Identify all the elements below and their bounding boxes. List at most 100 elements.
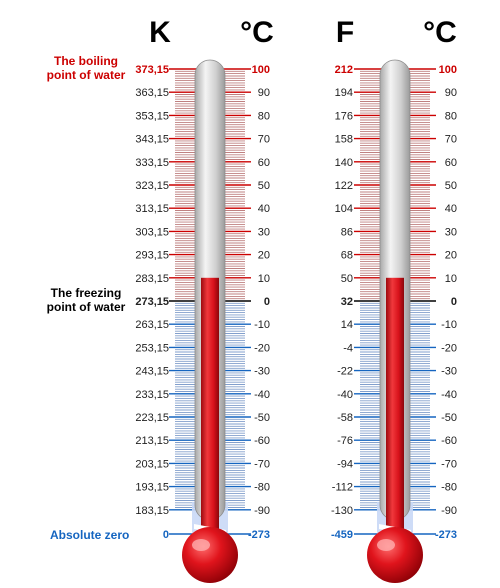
kelvin-absolute-zero-label: 0 (163, 529, 169, 541)
kelvin-tick-label: 183,15 (135, 505, 169, 517)
kelvin-tick-label: 293,15 (135, 250, 169, 262)
celsius-tick-label-right: -80 (441, 482, 457, 494)
celsius-tick-label-right: 40 (445, 203, 457, 215)
kelvin-tick-label: 333,15 (135, 157, 169, 169)
fahrenheit-tick-label: -4 (343, 342, 353, 354)
boiling-point-note: The boiling point of water (46, 54, 126, 82)
fahrenheit-tick-label: 158 (335, 134, 353, 146)
fahrenheit-header: F (336, 16, 354, 49)
thermometer-bulb (182, 527, 238, 583)
kelvin-tick-label: 363,15 (135, 87, 169, 99)
celsius-tick-label-left: -30 (254, 366, 270, 378)
celsius-header-left: °C (240, 16, 274, 49)
celsius-tick-label-left: -10 (254, 319, 270, 331)
fahrenheit-tick-label: 86 (341, 226, 353, 238)
celsius-tick-label-right: 30 (445, 226, 457, 238)
celsius-tick-label-right: 80 (445, 110, 457, 122)
fahrenheit-tick-label: -112 (332, 482, 353, 494)
celsius-tick-label-left: 70 (258, 134, 270, 146)
celsius-tick-label-right: 10 (445, 273, 457, 285)
bulb-highlight (192, 539, 210, 551)
kelvin-tick-label: 273,15 (135, 296, 169, 308)
freezing-point-note: The freezing point of water (46, 286, 126, 314)
celsius-tick-label-right: 100 (439, 64, 457, 76)
mercury-column (201, 277, 219, 554)
celsius-tick-label-left: 20 (258, 250, 270, 262)
fahrenheit-tick-label: 32 (341, 296, 353, 308)
celsius-tick-label-right: -10 (441, 319, 457, 331)
celsius-tick-label-right: 60 (445, 157, 457, 169)
kelvin-tick-label: 243,15 (135, 366, 169, 378)
absolute-zero-note: Absolute zero (50, 528, 130, 542)
fahrenheit-tick-label: -130 (331, 505, 353, 517)
celsius-tick-label-right: -40 (441, 389, 457, 401)
celsius-absolute-zero-label-right: -273 (435, 529, 457, 541)
celsius-tick-label-left: -70 (254, 458, 270, 470)
celsius-absolute-zero-label-left: -273 (248, 529, 270, 541)
celsius-tick-label-right: 0 (451, 296, 457, 308)
celsius-tick-label-right: 70 (445, 134, 457, 146)
kelvin-tick-label: 213,15 (135, 435, 169, 447)
kelvin-tick-label: 263,15 (135, 319, 169, 331)
kelvin-tick-label: 353,15 (135, 110, 169, 122)
kelvin-tick-label: 253,15 (135, 342, 169, 354)
kelvin-tick-label: 343,15 (135, 134, 169, 146)
kelvin-tick-label: 323,15 (135, 180, 169, 192)
celsius-tick-label-right: -90 (441, 505, 457, 517)
fahrenheit-tick-label: 122 (335, 180, 353, 192)
kelvin-header: K (149, 16, 171, 49)
celsius-tick-label-left: 30 (258, 226, 270, 238)
fahrenheit-absolute-zero-label: -459 (331, 529, 353, 541)
fahrenheit-tick-label: 194 (335, 87, 353, 99)
kelvin-tick-label: 193,15 (135, 482, 169, 494)
kelvin-tick-label: 373,15 (135, 64, 169, 76)
bulb-highlight (377, 539, 395, 551)
fahrenheit-tick-label: -94 (337, 458, 353, 470)
fahrenheit-tick-label: 14 (341, 319, 353, 331)
celsius-header-right: °C (423, 16, 457, 49)
kelvin-tick-label: 303,15 (135, 226, 169, 238)
fahrenheit-tick-label: -58 (337, 412, 353, 424)
celsius-tick-label-left: -60 (254, 435, 270, 447)
kelvin-tick-label: 283,15 (135, 273, 169, 285)
celsius-tick-label-left: 50 (258, 180, 270, 192)
celsius-tick-label-left: -50 (254, 412, 270, 424)
fahrenheit-tick-label: 50 (341, 273, 353, 285)
celsius-tick-label-right: -30 (441, 366, 457, 378)
fahrenheit-tick-label: 212 (335, 64, 353, 76)
left-thermometer (169, 59, 251, 583)
celsius-tick-label-left: -40 (254, 389, 270, 401)
celsius-tick-label-right: -70 (441, 458, 457, 470)
celsius-tick-label-left: -80 (254, 482, 270, 494)
kelvin-tick-label: 223,15 (135, 412, 169, 424)
fahrenheit-tick-label: 140 (335, 157, 353, 169)
celsius-tick-label-left: -20 (254, 342, 270, 354)
celsius-tick-label-left: 90 (258, 87, 270, 99)
celsius-tick-label-left: 100 (252, 64, 270, 76)
thermometer-bulb (367, 527, 423, 583)
fahrenheit-tick-label: 104 (335, 203, 353, 215)
celsius-tick-label-right: 20 (445, 250, 457, 262)
kelvin-tick-label: 313,15 (135, 203, 169, 215)
fahrenheit-tick-label: 176 (335, 110, 353, 122)
fahrenheit-tick-label: 68 (341, 250, 353, 262)
celsius-tick-label-left: 40 (258, 203, 270, 215)
celsius-tick-label-right: 90 (445, 87, 457, 99)
mercury-column (386, 277, 404, 554)
celsius-tick-label-right: -60 (441, 435, 457, 447)
celsius-tick-label-left: 80 (258, 110, 270, 122)
celsius-tick-label-right: 50 (445, 180, 457, 192)
celsius-tick-label-left: 0 (264, 296, 270, 308)
celsius-tick-label-left: 60 (258, 157, 270, 169)
fahrenheit-tick-label: -76 (337, 435, 353, 447)
fahrenheit-tick-label: -22 (337, 366, 353, 378)
celsius-tick-label-right: -50 (441, 412, 457, 424)
celsius-tick-label-left: -90 (254, 505, 270, 517)
celsius-tick-label-left: 10 (258, 273, 270, 285)
celsius-tick-label-right: -20 (441, 342, 457, 354)
kelvin-tick-label: 233,15 (135, 389, 169, 401)
fahrenheit-tick-label: -40 (337, 389, 353, 401)
